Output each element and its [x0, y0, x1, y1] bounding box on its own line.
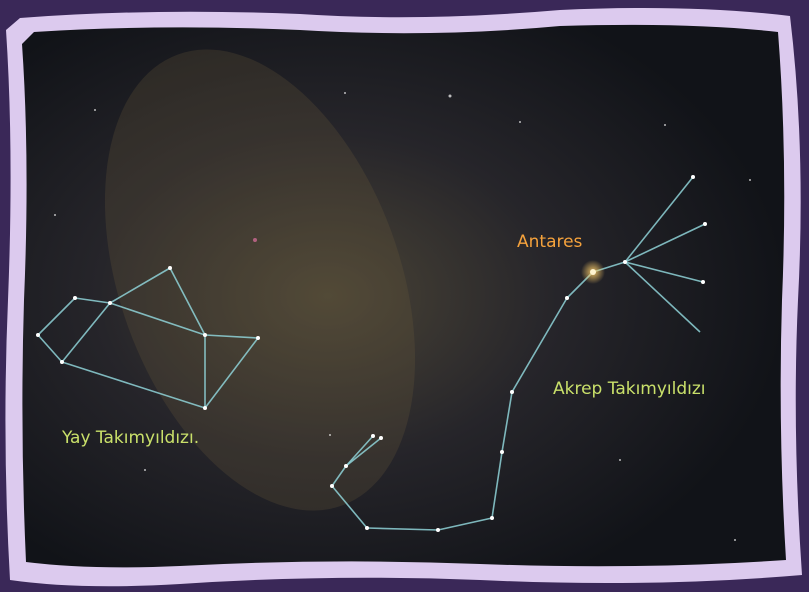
page: Antares Akrep Takımyıldızı Yay Takımyıld… — [0, 0, 809, 592]
star-label: Antares — [517, 232, 583, 252]
sky-illustration: Antares Akrep Takımyıldızı Yay Takımyıld… — [0, 0, 809, 592]
constellation-label: Akrep Takımyıldızı — [553, 379, 706, 399]
constellation-label: Yay Takımyıldızı. — [61, 428, 199, 448]
antares-star — [590, 269, 596, 275]
